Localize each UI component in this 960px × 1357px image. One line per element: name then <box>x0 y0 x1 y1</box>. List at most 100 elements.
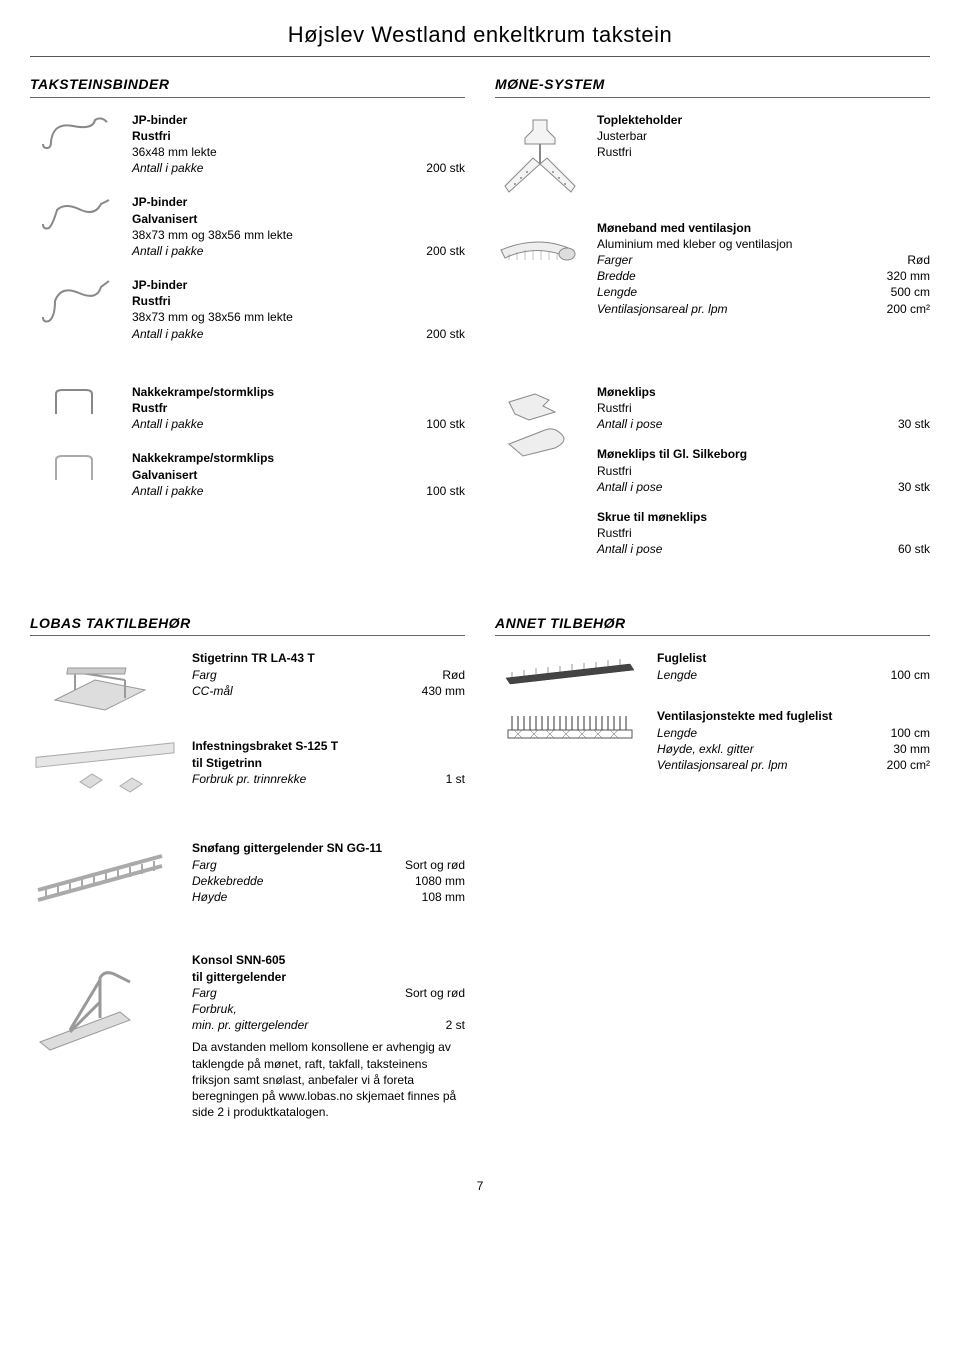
snofang-r1-value: Sort og rød <box>405 857 465 873</box>
moneband-r1-value: Rød <box>907 252 930 268</box>
fuglelist-icon <box>495 650 645 690</box>
moneband-icon <box>495 220 585 317</box>
jp3-name: JP-binder <box>132 277 465 293</box>
infest-spec-value: 1 st <box>446 771 465 787</box>
jp3-spec-label: Antall i pakke <box>132 326 203 342</box>
mk2-line2: Rustfri <box>597 463 930 479</box>
jp2-line2: Galvanisert <box>132 211 465 227</box>
heading-taksteinsbinder: TAKSTEINSBINDER <box>30 75 465 98</box>
stige-r1-label: Farg <box>192 667 217 683</box>
nk2-name: Nakkekrampe/stormklips <box>132 450 465 466</box>
fuglelist-spec-value: 100 cm <box>891 667 930 683</box>
jp3-line3: 38x73 mm og 38x56 mm lekte <box>132 309 465 325</box>
mk3-name: Skrue til møneklips <box>597 509 930 525</box>
nk2-spec-value: 100 stk <box>426 483 465 499</box>
nk1-name: Nakkekrampe/stormklips <box>132 384 465 400</box>
page-number: 7 <box>30 1178 930 1194</box>
venttekte-r1-value: 100 cm <box>891 725 930 741</box>
konsol-note: Da avstanden mellom konsollene er avheng… <box>192 1039 465 1120</box>
fuglelist-spec-label: Lengde <box>657 667 697 683</box>
moneband-line2: Aluminium med kleber og ventilasjon <box>597 236 930 252</box>
konsol-icon <box>30 952 180 1120</box>
jp-binder-1-icon <box>30 112 120 177</box>
snofang-r3-value: 108 mm <box>422 889 465 905</box>
moneband-name: Møneband med ventilasjon <box>597 220 930 236</box>
mk3-spec-value: 60 stk <box>898 541 930 557</box>
jp1-name: JP-binder <box>132 112 465 128</box>
mk3-line2: Rustfri <box>597 525 930 541</box>
mk2-name: Møneklips til Gl. Silkeborg <box>597 446 930 462</box>
jp2-name: JP-binder <box>132 194 465 210</box>
nk2-line2: Galvanisert <box>132 467 465 483</box>
venttekte-r3-label: Ventilasjonsareal pr. lpm <box>657 757 788 773</box>
jp1-spec-label: Antall i pakke <box>132 160 203 176</box>
mk1-name: Møneklips <box>597 384 930 400</box>
moneband-r3-label: Lengde <box>597 284 637 300</box>
infest-name: Infestningsbraket S-125 T <box>192 738 465 754</box>
snofang-r3-label: Høyde <box>192 889 227 905</box>
konsol-r1-label: Farg <box>192 985 217 1001</box>
jp3-spec-value: 200 stk <box>426 326 465 342</box>
nakkekrampe-2-icon <box>30 450 120 499</box>
venttekte-name: Ventilasjonstekte med fuglelist <box>657 708 930 724</box>
jp1-line2: Rustfri <box>132 128 465 144</box>
jp2-spec-value: 200 stk <box>426 243 465 259</box>
nk1-spec-label: Antall i pakke <box>132 416 203 432</box>
toplek-line2: Justerbar <box>597 128 930 144</box>
snofang-name: Snøfang gittergelender SN GG-11 <box>192 840 465 856</box>
snofang-r2-value: 1080 mm <box>415 873 465 889</box>
jp-binder-3-icon <box>30 277 120 342</box>
toplekteholder-icon <box>495 112 585 202</box>
konsol-name: Konsol SNN-605 <box>192 952 465 968</box>
mk1-line2: Rustfri <box>597 400 930 416</box>
snofang-r2-label: Dekkebredde <box>192 873 263 889</box>
title-divider <box>30 56 930 57</box>
jp1-spec-value: 200 stk <box>426 160 465 176</box>
stige-r2-value: 430 mm <box>422 683 465 699</box>
nk1-spec-value: 100 stk <box>426 416 465 432</box>
jp-binder-2-icon <box>30 194 120 259</box>
page-title: Højslev Westland enkeltkrum takstein <box>30 20 930 50</box>
infestningsbraket-icon <box>30 738 180 798</box>
jp2-spec-label: Antall i pakke <box>132 243 203 259</box>
venttekte-r3-value: 200 cm² <box>887 757 930 773</box>
fuglelist-name: Fuglelist <box>657 650 930 666</box>
nk2-spec-label: Antall i pakke <box>132 483 203 499</box>
konsol-line2: til gittergelender <box>192 969 465 985</box>
jp2-line3: 38x73 mm og 38x56 mm lekte <box>132 227 465 243</box>
heading-mone-system: MØNE-SYSTEM <box>495 75 930 98</box>
venttekte-r2-value: 30 mm <box>893 741 930 757</box>
moneband-r4-value: 200 cm² <box>887 301 930 317</box>
moneband-r3-value: 500 cm <box>891 284 930 300</box>
ventilasjonstekte-icon <box>495 708 645 773</box>
heading-annet: ANNET TILBEHØR <box>495 614 930 637</box>
konsol-r1-value: Sort og rød <box>405 985 465 1001</box>
nk1-line2: Rustfr <box>132 400 465 416</box>
snofang-r1-label: Farg <box>192 857 217 873</box>
infest-spec-label: Forbruk pr. trinnrekke <box>192 771 306 787</box>
venttekte-r2-label: Høyde, exkl. gitter <box>657 741 754 757</box>
infest-line2: til Stigetrinn <box>192 755 465 771</box>
jp1-line3: 36x48 mm lekte <box>132 144 465 160</box>
jp3-line2: Rustfri <box>132 293 465 309</box>
mk1-spec-value: 30 stk <box>898 416 930 432</box>
mk2-spec-value: 30 stk <box>898 479 930 495</box>
toplek-line3: Rustfri <box>597 144 930 160</box>
moneklips-icon <box>495 384 585 572</box>
stige-r1-value: Rød <box>442 667 465 683</box>
konsol-r2-label: Forbruk, <box>192 1001 237 1017</box>
stige-r2-label: CC-mål <box>192 683 233 699</box>
stige-name: Stigetrinn TR LA-43 T <box>192 650 465 666</box>
snofang-icon <box>30 840 180 910</box>
mk3-spec-label: Antall i pose <box>597 541 662 557</box>
nakkekrampe-1-icon <box>30 384 120 433</box>
mk2-spec-label: Antall i pose <box>597 479 662 495</box>
konsol-r3-label: min. pr. gittergelender <box>192 1017 308 1033</box>
heading-lobas: LOBAS TAKTILBEHØR <box>30 614 465 637</box>
stigetrinn-icon <box>30 650 180 720</box>
moneband-r2-label: Bredde <box>597 268 636 284</box>
moneband-r4-label: Ventilasjonsareal pr. lpm <box>597 301 728 317</box>
mk1-spec-label: Antall i pose <box>597 416 662 432</box>
konsol-r3-value: 2 st <box>446 1017 465 1033</box>
toplek-name: Toplekteholder <box>597 112 930 128</box>
